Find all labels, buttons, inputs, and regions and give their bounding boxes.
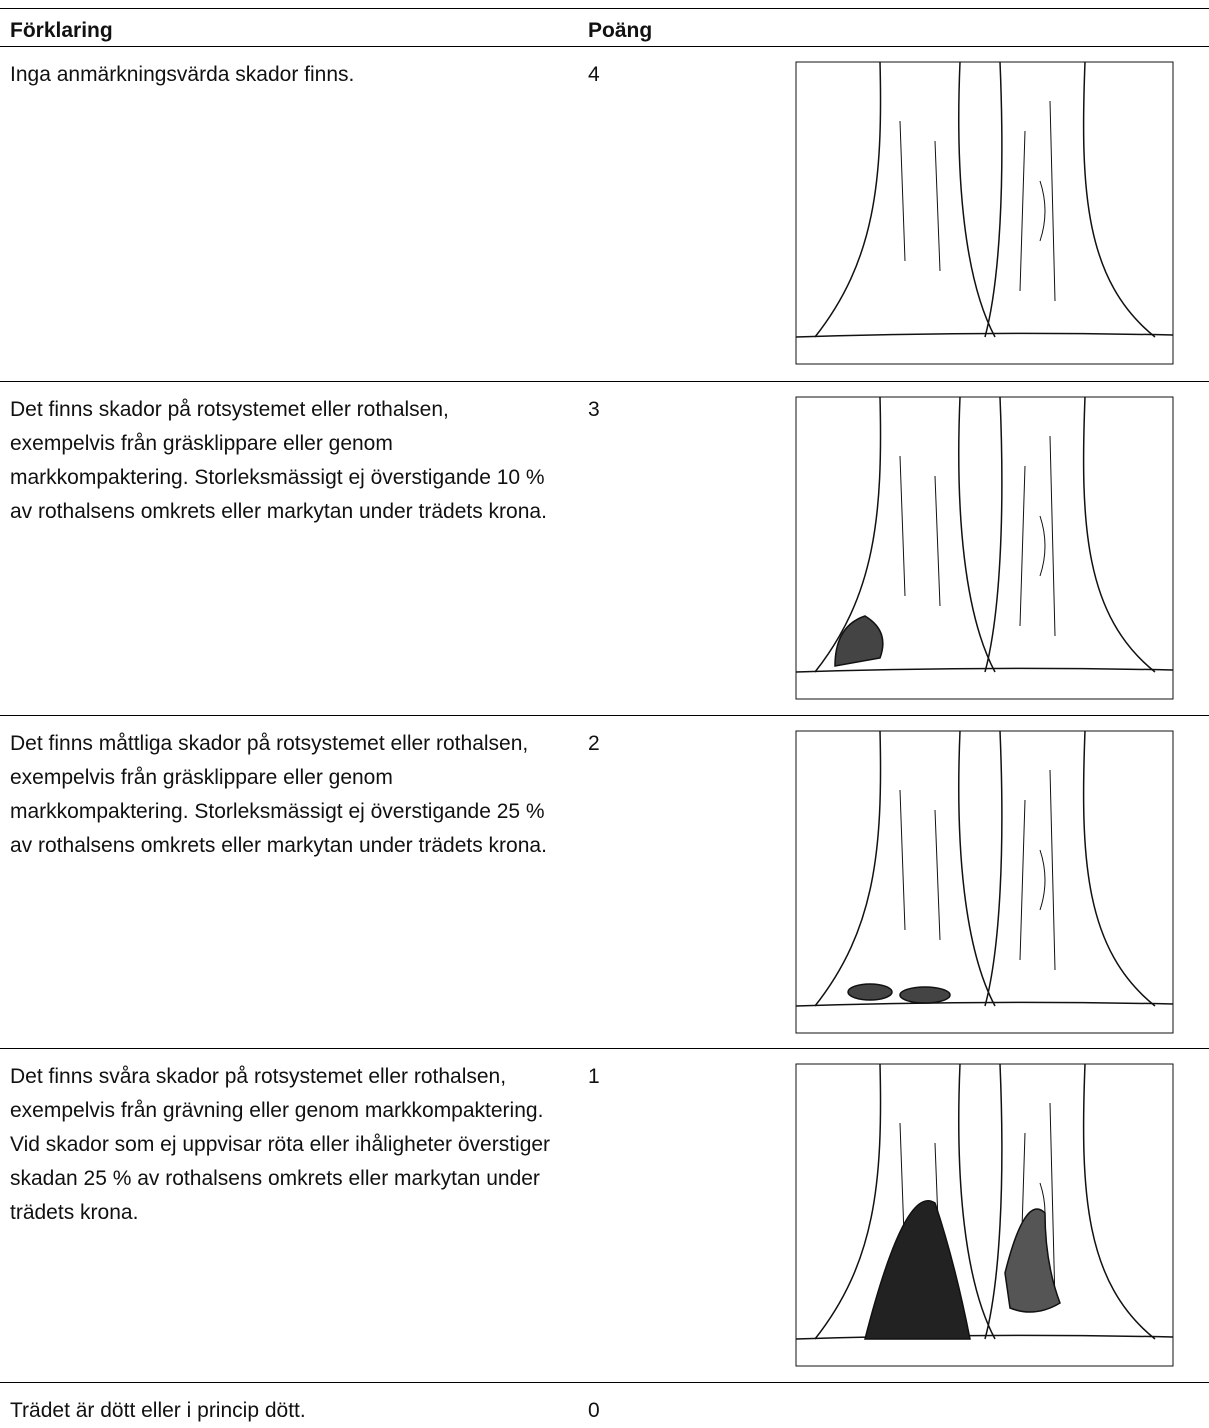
explanation: Det finns svåra skador på rotsystemet el… — [10, 1065, 551, 1224]
trunk-right — [984, 1063, 1156, 1340]
explanation: Trädet är dött eller i princip dött. — [10, 1399, 306, 1422]
damage — [834, 615, 884, 667]
frame — [795, 396, 1174, 700]
trunk-right — [984, 61, 1156, 338]
trunk-right — [984, 730, 1156, 1007]
top-rule — [0, 8, 1209, 9]
points: 3 — [588, 398, 600, 421]
bark — [899, 100, 1056, 302]
header-explanation: Förklaring — [10, 19, 113, 42]
trunk-left — [814, 730, 996, 1007]
row-rule — [0, 715, 1209, 716]
frame — [795, 61, 1174, 365]
damage — [847, 983, 893, 1001]
bark — [899, 769, 1056, 971]
damage — [1004, 1208, 1061, 1313]
illustration — [795, 396, 1174, 700]
bark — [899, 435, 1056, 637]
explanation: Inga anmärkningsvärda skador finns. — [10, 63, 355, 86]
points: 2 — [588, 732, 600, 755]
row-rule — [0, 1382, 1209, 1383]
trunk-left — [814, 1063, 996, 1340]
ground — [795, 667, 1174, 673]
row-rule — [0, 381, 1209, 382]
header-rule — [0, 46, 1209, 47]
illustration — [795, 730, 1174, 1034]
damage — [864, 1200, 971, 1340]
row-rule — [0, 1048, 1209, 1049]
frame — [795, 730, 1174, 1034]
points: 1 — [588, 1065, 600, 1088]
illustration — [795, 1063, 1174, 1367]
explanation: Det finns måttliga skador på rotsystemet… — [10, 732, 547, 857]
points: 0 — [588, 1399, 600, 1422]
trunk-left — [814, 61, 996, 338]
explanation: Det finns skador på rotsystemet eller ro… — [10, 398, 547, 523]
illustration — [795, 61, 1174, 365]
ground — [795, 1001, 1174, 1007]
ground — [795, 1334, 1174, 1340]
trunk-right — [984, 396, 1156, 673]
trunk-left — [814, 396, 996, 673]
damage — [899, 986, 951, 1004]
header-points: Poäng — [588, 19, 653, 42]
ground — [795, 332, 1174, 338]
points: 4 — [588, 63, 600, 86]
bark — [899, 1102, 1056, 1304]
frame — [795, 1063, 1174, 1367]
